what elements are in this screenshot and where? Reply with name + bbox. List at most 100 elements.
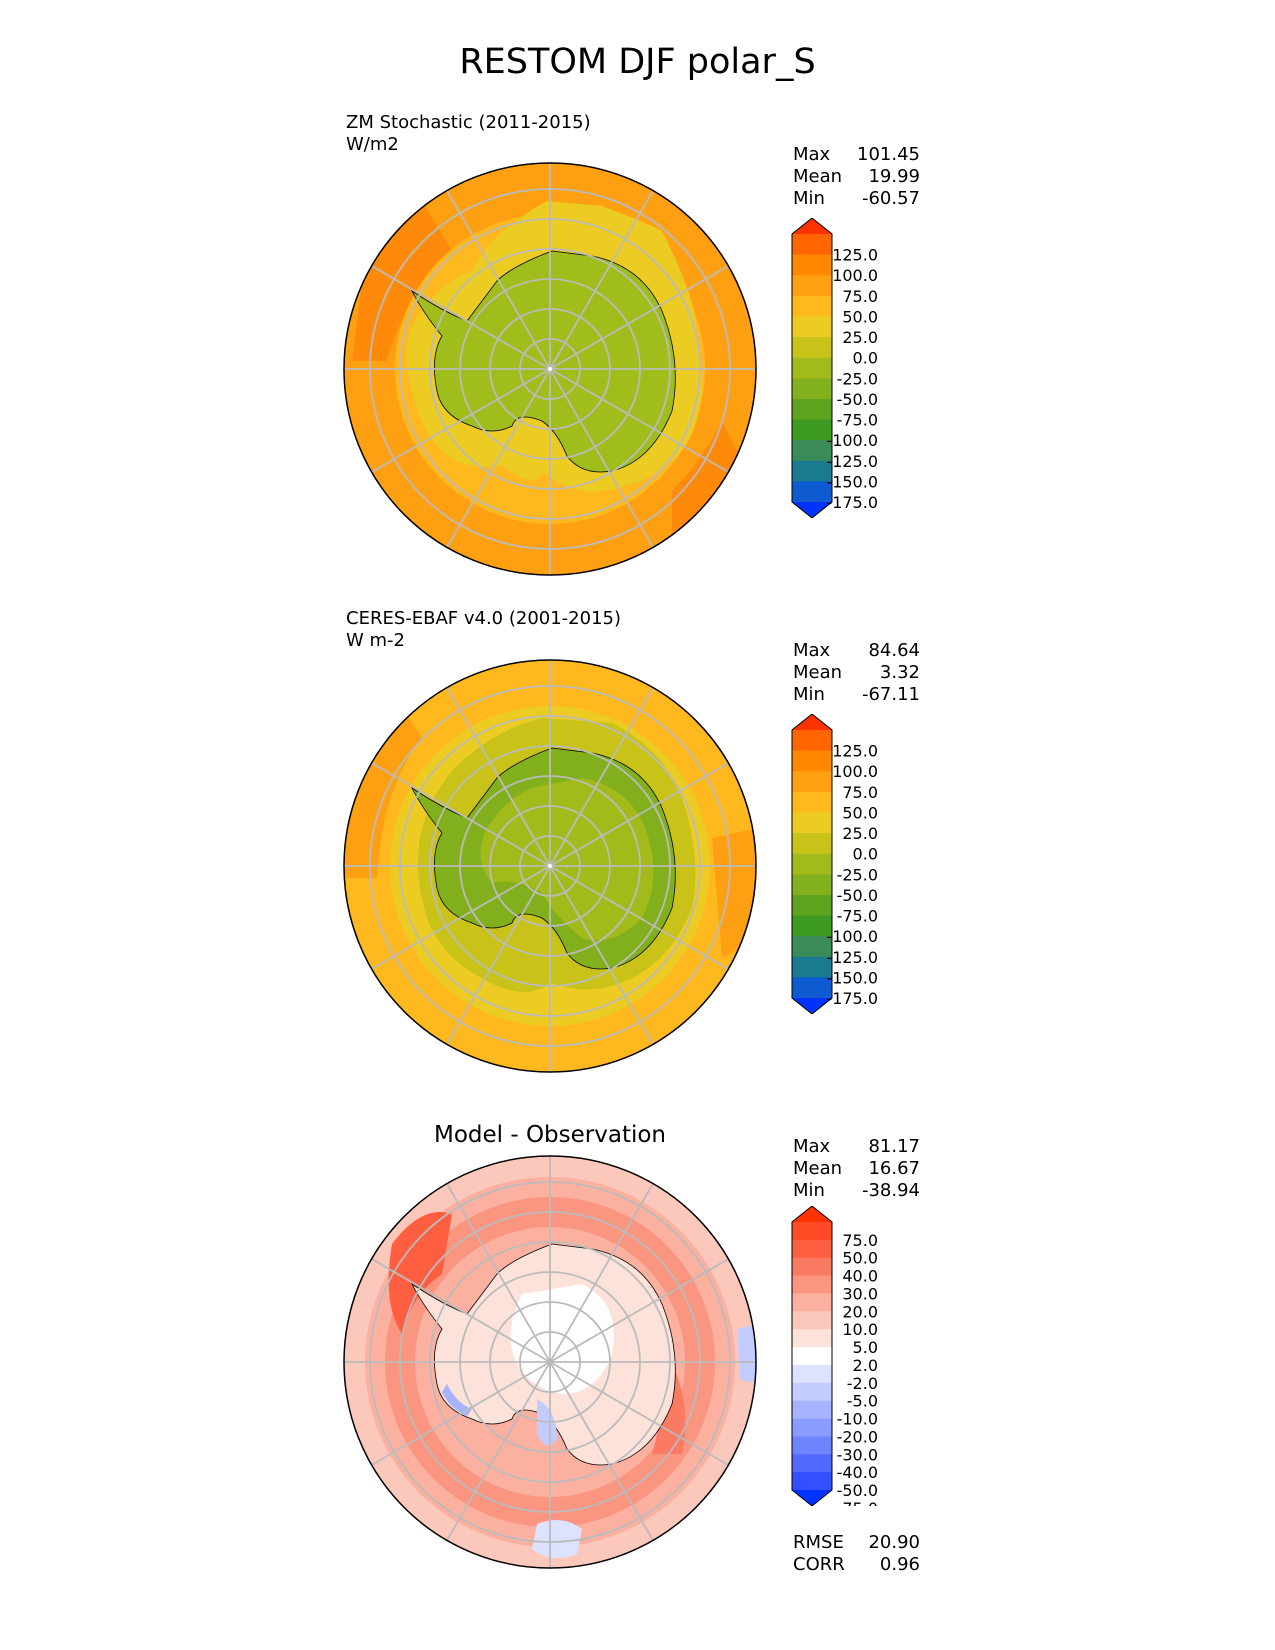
stat-mean-label: Mean (793, 662, 843, 683)
map-boundary (343, 162, 757, 576)
colorbar-tick-label: 0.0 (853, 349, 878, 368)
panel-2-map (343, 659, 757, 1073)
stat-min-label: Min (793, 1180, 825, 1201)
colorbar-segment (792, 460, 832, 482)
colorbar-tick-label: 125.0 (832, 742, 878, 761)
negative-region (737, 1324, 756, 1384)
colorbar-segment (792, 398, 832, 421)
colorbar-segment (792, 1257, 832, 1277)
colorbar-tick-label: 0.0 (853, 845, 878, 864)
colorbar-tick-label: -50.0 (837, 390, 878, 409)
panel-1-units: W/m2 (346, 134, 399, 155)
negative-region (442, 1384, 472, 1416)
colorbar-tick-label: 20.0 (842, 1302, 878, 1321)
colorbar-segment (792, 833, 832, 855)
panel-3-map (343, 1155, 757, 1569)
colorbar-segment (792, 1400, 832, 1420)
colorbar-segment (792, 295, 832, 317)
colorbar-tick-label: 75.0 (842, 287, 878, 306)
colorbar-segment (792, 1329, 832, 1348)
panel-1-stats: Max 101.45 Mean 19.99 Min -60.57 (793, 144, 920, 210)
colorbar-tick-label: -50.0 (837, 1481, 878, 1500)
colorbar-segment (792, 791, 832, 813)
colorbar-segment (792, 481, 832, 503)
colorbar-segment (792, 419, 832, 441)
colorbar-tick-label: -10.0 (837, 1410, 878, 1429)
colorbar-tick-label: -75.0 (837, 1499, 878, 1506)
colorbar-segment (792, 894, 832, 917)
colorbar-segment (792, 977, 832, 999)
colorbar-segment (792, 1454, 832, 1473)
panel-3-stats: Max 81.17 Mean 16.67 Min -38.94 (793, 1136, 920, 1202)
south-pole-marker (548, 367, 552, 371)
colorbar-segment (792, 254, 832, 276)
stat-min-value: -38.94 (861, 1180, 920, 1201)
colorbar-segment (792, 440, 832, 462)
colorbar-tick-label: 50.0 (842, 1249, 878, 1268)
stat-mean-value: 3.32 (879, 662, 920, 683)
corr-label: CORR (793, 1554, 845, 1575)
positive-max-region (388, 1212, 452, 1334)
panel-3-metrics: RMSE 20.90 CORR 0.96 (793, 1532, 920, 1576)
colorbar-tick-label: 100.0 (832, 762, 878, 781)
stat-max-label: Max (793, 1136, 831, 1157)
figure-title: RESTOM DJF polar_S (459, 42, 816, 82)
panel-1-title: ZM Stochastic (2011-2015) W/m2 (346, 112, 591, 156)
colorbar-tick-label: -2.0 (847, 1374, 878, 1393)
colorbar-tick-label: -100.0 (826, 927, 878, 946)
panel-1-title-name: ZM Stochastic (2011-2015) (346, 112, 591, 133)
panel-3-title: Model - Observation (433, 1122, 667, 1148)
panel-2-title: CERES-EBAF v4.0 (2001-2015) W m-2 (346, 608, 621, 652)
colorbar-tick-label: -175.0 (826, 493, 878, 512)
colorbar-segment (792, 915, 832, 937)
colorbar-tick-label: -25.0 (837, 369, 878, 388)
colorbar-tick-label: -75.0 (837, 411, 878, 430)
colorbar-tick-label: -30.0 (837, 1445, 878, 1464)
stat-min-label: Min (793, 188, 825, 209)
colorbar-tick-label: 75.0 (842, 783, 878, 802)
colorbar-tick-label: 40.0 (842, 1267, 878, 1286)
stat-min-value: -67.11 (861, 684, 920, 705)
colorbar-segment (792, 234, 832, 256)
negative-region (532, 1520, 582, 1558)
colorbar-tick-label: -125.0 (826, 452, 878, 471)
colorbar-tick-label: -25.0 (837, 865, 878, 884)
panel-3-colorbar: 75.050.040.030.020.010.05.02.0-2.0-5.0-1… (791, 1206, 878, 1506)
colorbar-segment (792, 812, 832, 834)
colorbar-outline (791, 218, 833, 518)
colorbar-segment (792, 1293, 832, 1312)
colorbar-tick-label: 2.0 (853, 1356, 878, 1375)
stat-max-label: Max (793, 144, 831, 165)
colorbar-segment (792, 337, 832, 359)
colorbar-segment (792, 1364, 832, 1384)
stat-min-value: -60.57 (861, 188, 920, 209)
colorbar-segment (792, 1382, 832, 1402)
colorbar-tick-label: -125.0 (826, 948, 878, 967)
colorbar-tick-label: 50.0 (842, 803, 878, 822)
colorbar-segment (792, 357, 832, 379)
colorbar-segment (792, 1222, 832, 1241)
colorbar-segment (792, 771, 832, 793)
rmse-label: RMSE (793, 1532, 844, 1553)
colorbar-tick-label: 10.0 (842, 1320, 878, 1339)
colorbar-tick-label: -75.0 (837, 907, 878, 926)
colorbar-segment (792, 750, 832, 772)
colorbar-segment (792, 1311, 832, 1330)
stat-max-value: 84.64 (868, 640, 920, 661)
colorbar-segment (792, 502, 832, 518)
stat-min-label: Min (793, 684, 825, 705)
colorbar-outline (791, 1206, 833, 1506)
stat-mean-label: Mean (793, 1158, 843, 1179)
colorbar-tick-label: -175.0 (826, 989, 878, 1008)
colorbar-segment (792, 1472, 832, 1491)
colorbar-tick-label: 50.0 (842, 307, 878, 326)
south-pole-marker (548, 864, 552, 868)
rmse-value: 20.90 (868, 1532, 920, 1553)
colorbar-segment (792, 874, 832, 896)
panel-2-stats: Max 84.64 Mean 3.32 Min -67.11 (793, 640, 920, 706)
colorbar-segment (792, 1436, 832, 1455)
corr-value: 0.96 (879, 1554, 920, 1575)
colorbar-segment (792, 1275, 832, 1294)
colorbar-segment (792, 730, 832, 752)
